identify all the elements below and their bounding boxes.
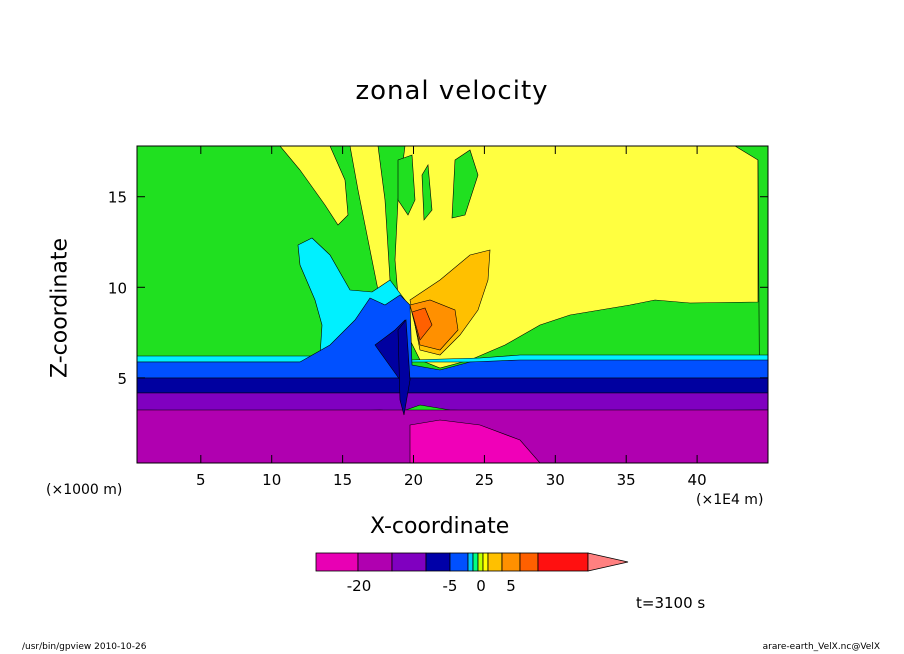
chart-title: zonal velocity	[355, 76, 549, 106]
x-tick-label: 25	[475, 471, 494, 489]
colorbar-tick-label: -20	[347, 577, 372, 595]
colorbar-segment	[467, 552, 474, 572]
x-axis-unit: (×1000 m)	[46, 482, 123, 498]
footer-right: arare-earth_VelX.nc@VelX	[762, 642, 880, 652]
field-purple	[137, 392, 768, 413]
colorbar-segment	[501, 552, 521, 572]
colorbar-segment	[482, 552, 489, 572]
colorbar-segment	[487, 552, 503, 572]
footer-left: /usr/bin/gpview 2010-10-26	[22, 642, 147, 652]
colorbar-segment	[477, 552, 484, 572]
colorbar-segment	[425, 552, 451, 572]
y-tick-label: 5	[117, 370, 127, 388]
x-tick-label: 40	[688, 471, 707, 489]
colorbar-extension	[587, 552, 629, 572]
y-tick-label: 15	[108, 189, 127, 207]
colorbar-segment	[472, 552, 479, 572]
colorbar-segment	[537, 552, 589, 572]
x-tick-label: 5	[196, 471, 206, 489]
colorbar-segment	[315, 552, 359, 572]
x-scale-note: (×1E4 m)	[696, 492, 764, 508]
colorbar-segment	[519, 552, 539, 572]
y-axis-ticks: 5 10 15	[108, 189, 768, 388]
y-tick-label: 10	[108, 279, 127, 297]
x-tick-label: 10	[262, 471, 281, 489]
plot-frame	[136, 145, 769, 464]
colorbar-tick-label: 5	[506, 577, 516, 595]
y-axis-label: Z-coordinate	[47, 238, 73, 378]
x-axis-ticks: 5 10 15 20 25 30 35 40	[196, 146, 707, 489]
contour-field	[137, 146, 768, 463]
colorbar-tick-label: -5	[443, 577, 458, 595]
colorbar-segment	[357, 552, 393, 572]
x-tick-label: 30	[546, 471, 565, 489]
colorbar: -20 -5 0 5	[315, 552, 629, 595]
x-tick-label: 35	[617, 471, 636, 489]
x-axis-label: X-coordinate	[370, 514, 510, 539]
field-blue	[137, 294, 768, 379]
x-tick-label: 15	[333, 471, 352, 489]
colorbar-segment	[449, 552, 469, 572]
field-cyan	[137, 237, 768, 363]
field-magenta	[409, 419, 541, 463]
x-tick-label: 20	[404, 471, 423, 489]
time-label: t=3100 s	[636, 594, 706, 612]
colorbar-tick-label: 0	[476, 577, 486, 595]
colorbar-segment	[391, 552, 427, 572]
